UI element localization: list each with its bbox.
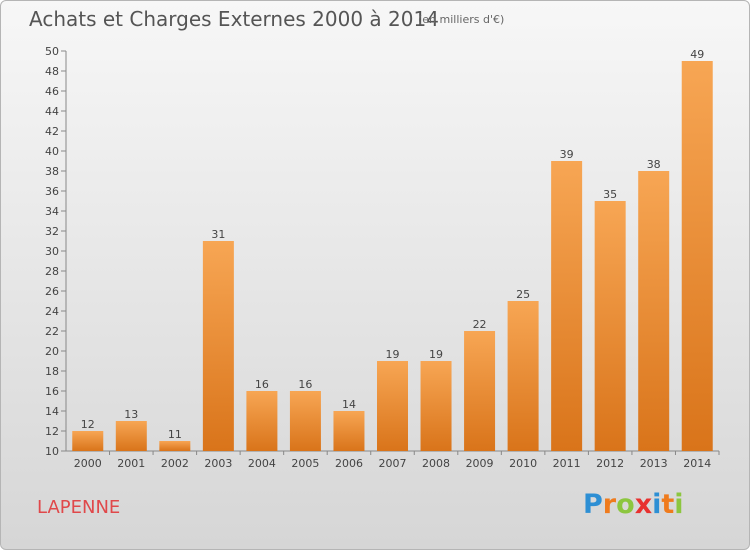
bar [159, 441, 191, 451]
bar [420, 361, 452, 451]
bar [464, 331, 496, 451]
x-tick-label: 2005 [291, 457, 319, 470]
bar [246, 391, 278, 451]
y-tick-label: 14 [45, 405, 59, 418]
y-tick-label: 24 [45, 305, 59, 318]
y-tick-label: 40 [45, 145, 59, 158]
y-tick-label: 26 [45, 285, 59, 298]
logo-letter: i [674, 489, 684, 520]
y-tick-label: 28 [45, 265, 59, 278]
bar-value-label: 16 [298, 378, 312, 391]
y-tick-label: 46 [45, 85, 59, 98]
y-tick-label: 48 [45, 65, 59, 78]
bar-value-label: 25 [516, 288, 530, 301]
x-tick-label: 2013 [640, 457, 668, 470]
x-tick-label: 2004 [248, 457, 276, 470]
y-tick-label: 32 [45, 225, 59, 238]
x-tick-label: 2007 [379, 457, 407, 470]
bar [289, 391, 321, 451]
bar [72, 431, 104, 451]
chart-subtitle: (en milliers d'€) [418, 13, 505, 26]
y-tick-label: 10 [45, 445, 59, 458]
x-tick-label: 2014 [683, 457, 711, 470]
bar [115, 421, 147, 451]
bar [681, 61, 713, 451]
bar [638, 171, 670, 451]
bar-value-label: 35 [603, 188, 617, 201]
bar [551, 161, 583, 451]
bar [202, 241, 234, 451]
logo-letter: o [616, 489, 635, 520]
x-tick-label: 2008 [422, 457, 450, 470]
x-tick-label: 2006 [335, 457, 363, 470]
axis-layer: 10 12 14 16 18 20 22 24 26 28 30 32 34 36 38 40 42 44 46 48… [45, 45, 720, 470]
logo-letter: r [602, 489, 617, 520]
bar-layer: 12 13 11 31 16 16 14 19 19 22 25 39 35 38 49 [72, 48, 713, 451]
bar [594, 201, 626, 451]
bar [507, 301, 539, 451]
x-tick-label: 2012 [596, 457, 624, 470]
bar-value-label: 16 [255, 378, 269, 391]
x-tick-label: 2001 [117, 457, 145, 470]
bar-value-label: 39 [560, 148, 574, 161]
bar-value-label: 13 [124, 408, 138, 421]
x-tick-label: 2009 [466, 457, 494, 470]
logo-letter: x [634, 489, 653, 520]
bar-value-label: 14 [342, 398, 356, 411]
x-tick-label: 2010 [509, 457, 537, 470]
bar [377, 361, 408, 451]
bar-value-label: 49 [690, 48, 704, 61]
y-tick-label: 36 [45, 185, 59, 198]
y-tick-label: 22 [45, 325, 59, 338]
y-tick-label: 50 [45, 45, 59, 58]
bar-value-label: 11 [168, 428, 182, 441]
bar-value-label: 12 [81, 418, 95, 431]
y-tick-label: 30 [45, 245, 59, 258]
bar-value-label: 22 [473, 318, 487, 331]
x-tick-label: 2011 [553, 457, 581, 470]
x-tick-label: 2000 [74, 457, 102, 470]
x-tick-label: 2003 [204, 457, 232, 470]
bar [333, 411, 365, 451]
bar-value-label: 38 [647, 158, 661, 171]
y-tick-label: 42 [45, 125, 59, 138]
commune-name: LAPENNE [37, 497, 121, 518]
x-tick-label: 2002 [161, 457, 189, 470]
logo-letter: t [661, 489, 675, 520]
y-tick-label: 44 [45, 105, 59, 118]
bar-value-label: 31 [211, 228, 225, 241]
logo-letter: i [652, 489, 662, 520]
y-tick-label: 38 [45, 165, 59, 178]
chart-title: Achats et Charges Externes 2000 à 2014 [29, 7, 439, 31]
y-tick-label: 34 [45, 205, 59, 218]
bar-value-label: 19 [429, 348, 443, 361]
y-tick-label: 16 [45, 385, 59, 398]
y-tick-label: 20 [45, 345, 59, 358]
y-tick-label: 12 [45, 425, 59, 438]
bar-value-label: 19 [386, 348, 400, 361]
logo-letter: P [583, 489, 603, 520]
y-tick-label: 18 [45, 365, 59, 378]
proxiti-logo: Proxiti [583, 489, 684, 520]
